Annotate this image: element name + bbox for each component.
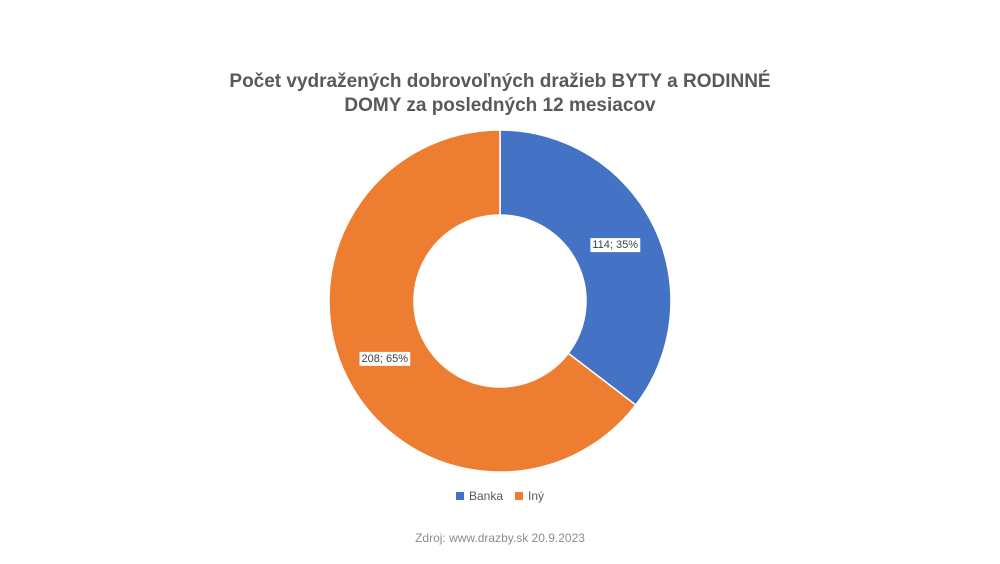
svg-text:114; 35%: 114; 35%: [592, 239, 638, 251]
legend-item-banka: Banka: [455, 489, 503, 503]
legend-swatch-iny: [515, 492, 523, 500]
data-label-banka: 114; 35%: [590, 238, 641, 253]
chart-title-line-1: Počet vydražených dobrovoľných dražieb B…: [229, 71, 771, 92]
legend-label-banka: Banka: [468, 489, 503, 503]
legend-item-iny: Iný: [515, 489, 544, 503]
slice-banka: [499, 129, 672, 407]
chart-title-line-2: DOMY za posledných 12 mesiacov: [344, 95, 656, 116]
data-label-in: 208; 65%: [359, 351, 411, 366]
svg-text:208; 65%: 208; 65%: [362, 353, 409, 365]
chart-title: Počet vydražených dobrovoľných dražieb B…: [200, 70, 800, 118]
chart-legend: Banka Iný: [0, 489, 1000, 503]
legend-swatch-banka: [455, 492, 464, 500]
source-note: Zdroj: www.drazby.sk 20.9.2023: [415, 531, 585, 545]
slice-in: [328, 129, 637, 473]
legend-label-iny: Iný: [528, 489, 545, 503]
